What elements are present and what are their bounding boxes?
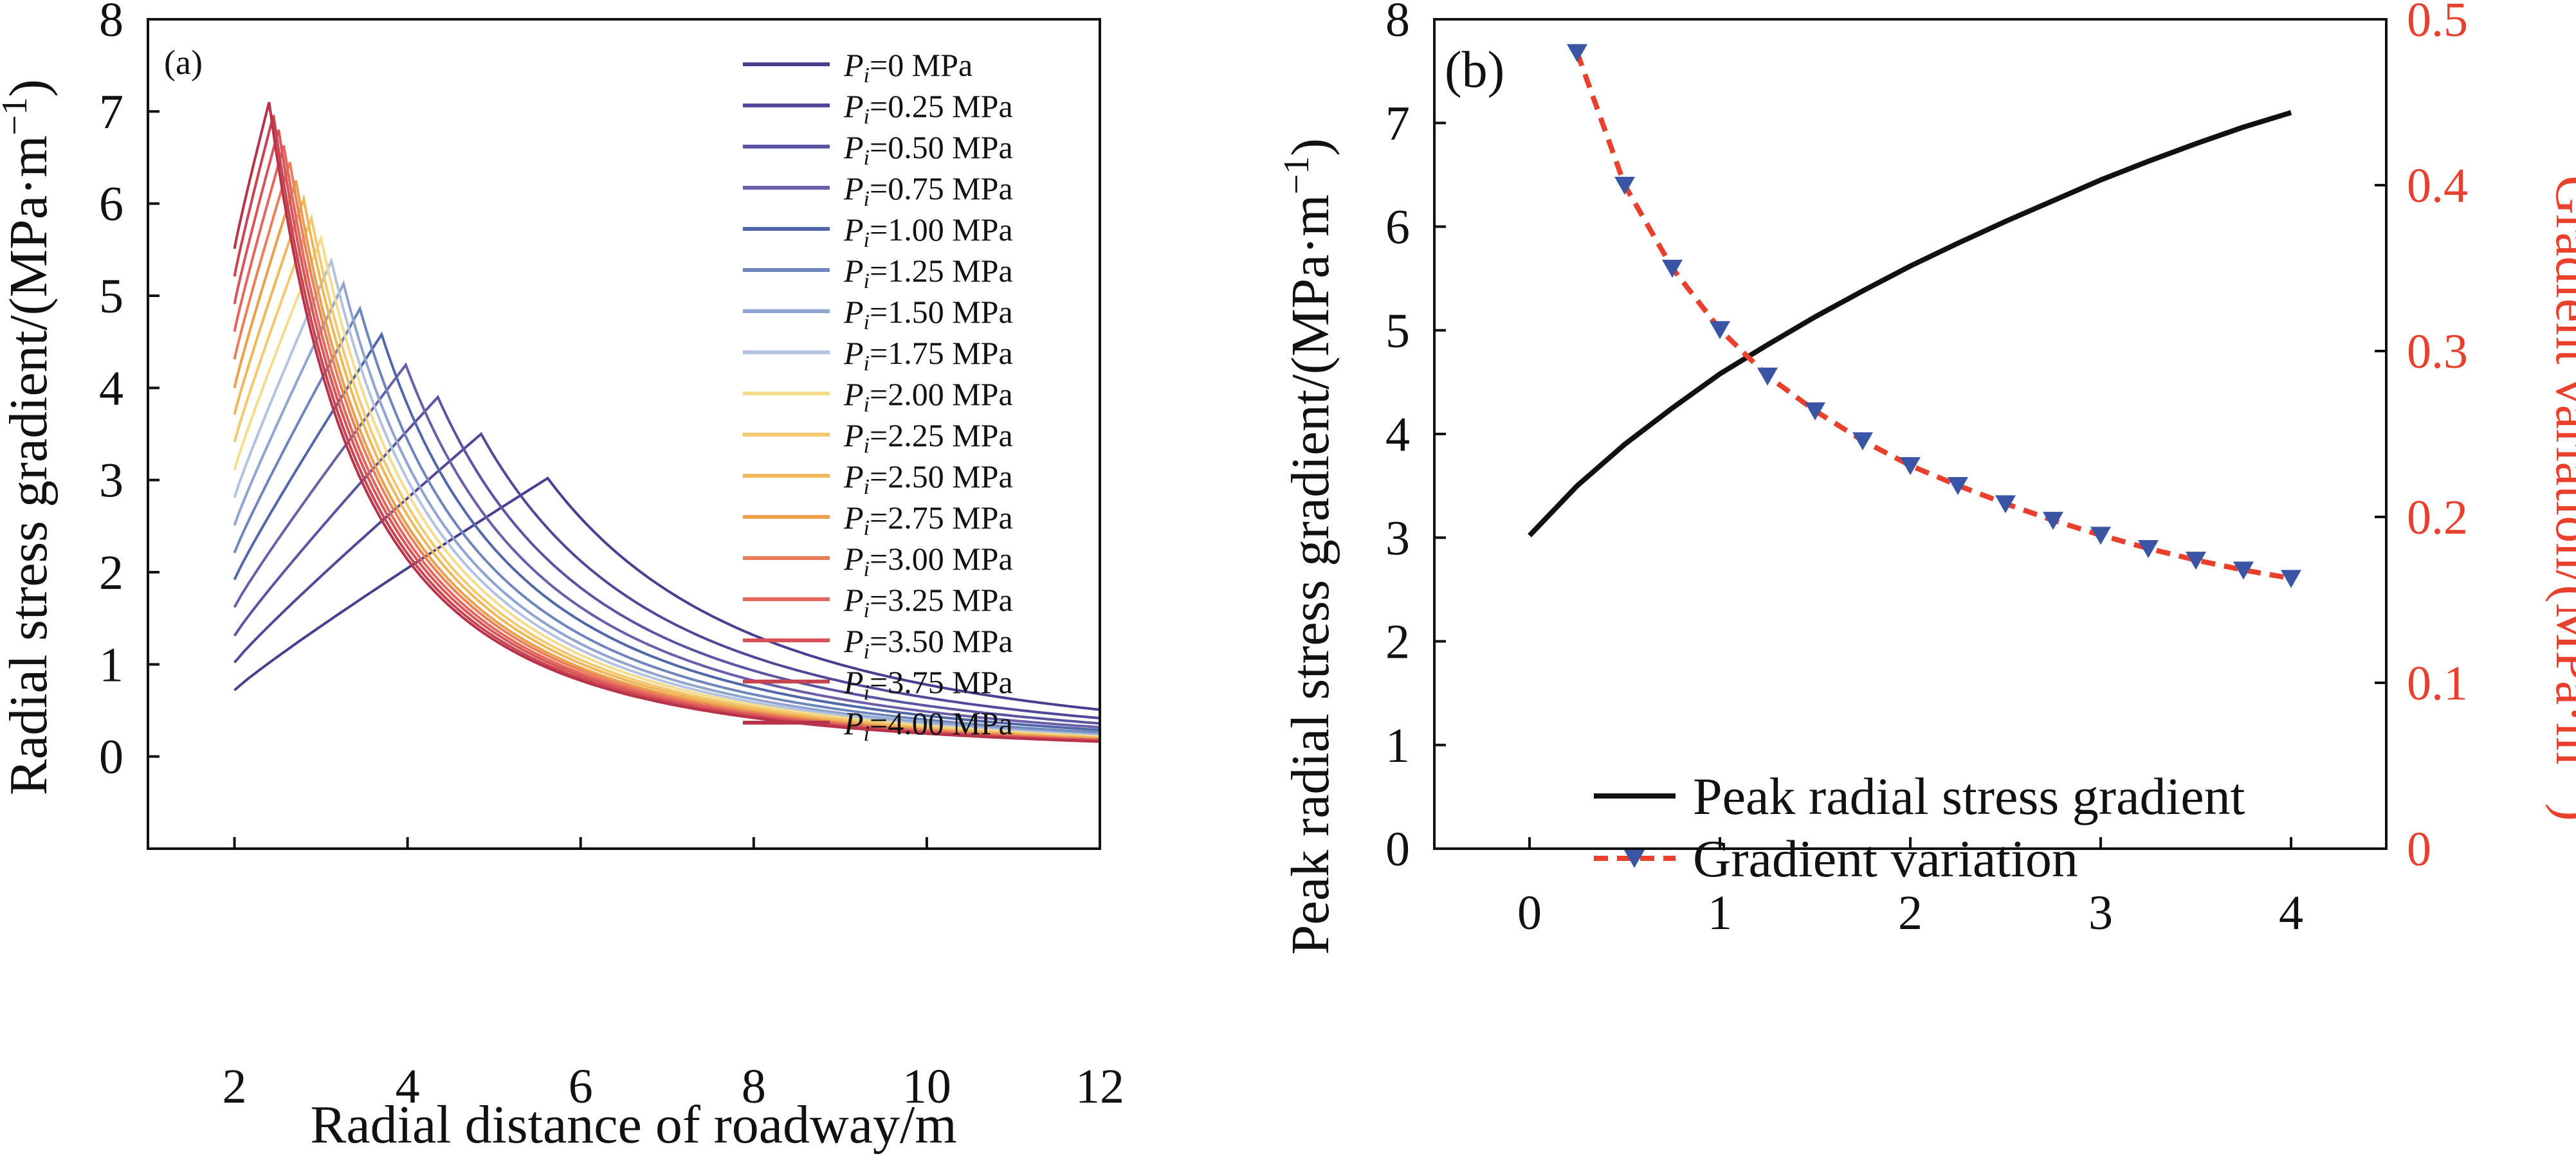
panel-b-frame — [1433, 18, 2388, 850]
panel-a-frame — [147, 18, 1101, 850]
panel-b-ticks: 0 1 2 3 4 0 1 2 3 4 5 6 7 8 0 0.1 0.2 0.3 0.4 0.5 — [1385, 0, 2468, 940]
panel-a-y-tick-label: 3 — [99, 454, 123, 508]
panel-a-legend-label: Pi=3.75 MPa — [843, 664, 1013, 705]
panel-a-legend-label: Pi=2.00 MPa — [843, 376, 1013, 417]
panel-b-left-y-tick-label: 4 — [1385, 408, 1410, 462]
gradient-variation-marker — [1614, 177, 1635, 195]
gradient-variation-marker — [2138, 540, 2159, 559]
gradient-variation-marker — [2186, 552, 2206, 570]
legend-peak-label: Peak radial stress gradient — [1693, 767, 2245, 826]
panel-b-x-tick-label: 1 — [1708, 886, 1732, 940]
panel-b-x-tick-label: 2 — [1898, 886, 1923, 940]
gradient-variation-marker — [1662, 260, 1683, 278]
panel-a-y-tick-label: 2 — [99, 546, 123, 600]
panel-b-x-tick-label: 3 — [2088, 886, 2113, 940]
panel-b-left-y-tick-label: 0 — [1385, 822, 1410, 876]
panel-a-legend-label: Pi=1.00 MPa — [843, 212, 1013, 252]
panel-a-y-tick-label: 5 — [99, 269, 123, 323]
panel-a-x-tick-label: 4 — [396, 1060, 420, 1114]
panel-a-x-tick-label: 12 — [1075, 1060, 1124, 1114]
legend-variation-marker — [1624, 850, 1645, 868]
panel-a-y-tick-label: 4 — [99, 361, 123, 415]
panel-a-x-tick-label: 10 — [902, 1060, 951, 1114]
panel-a-y-tick-label: 8 — [99, 0, 123, 47]
panel-a-x-axis-title: Radial distance of roadway/m — [310, 1095, 956, 1155]
gradient-variation-marker — [2233, 561, 2254, 580]
panel-b-x-tick-label: 0 — [1517, 886, 1542, 940]
panel-b-left-y-tick-label: 6 — [1385, 201, 1410, 255]
panel-a-legend-label: Pi=3.50 MPa — [843, 623, 1013, 664]
panel-b-left-y-axis-title: Peak radial stress gradient/(MPa·m−1) — [1277, 138, 1340, 955]
panel-a-y-tick-label: 6 — [99, 177, 123, 231]
panel-a-series-line — [233, 395, 1101, 725]
panel-a-series-line — [233, 257, 1101, 737]
panel-a-series-line — [233, 234, 1101, 738]
panel-b-left-y-tick-label: 7 — [1385, 96, 1410, 150]
panel-a-y-tick-label: 0 — [99, 730, 123, 784]
panel-a-label: (a) — [164, 43, 203, 82]
panel-a-y-tick-label: 1 — [99, 638, 123, 692]
panel-a-legend-label: Pi=1.25 MPa — [843, 253, 1013, 293]
panel-b-x-tick-label: 4 — [2279, 886, 2303, 940]
panel-a-series-line — [233, 305, 1101, 734]
panel-a-series-line — [233, 102, 1101, 743]
panel-b-label: (b) — [1445, 42, 1504, 98]
panel-b-left-y-tick-label: 3 — [1385, 511, 1410, 565]
panel-b-right-y-tick-label: 0.3 — [2407, 325, 2468, 379]
panel-b-left-y-tick-label: 1 — [1385, 719, 1410, 773]
panel-a-y-tick-label: 7 — [99, 85, 123, 139]
peak-gradient-line — [1528, 110, 2292, 537]
panel-a-legend-label: Pi=2.25 MPa — [843, 417, 1013, 458]
panel-b-right-y-axis-title: Gradient variation/(MPa·m−1) — [2544, 176, 2576, 821]
panel-a-legend-label: Pi=0 MPa — [843, 47, 973, 87]
panel-a-y-axis-title: Radial stress gradient/(MPa·m−1) — [0, 79, 59, 795]
gradient-variation-line — [1575, 51, 2292, 581]
panel-a-legend-label: Pi=2.50 MPa — [843, 458, 1013, 499]
panel-b-left-y-tick-label: 8 — [1385, 0, 1410, 47]
panel-b-right-y-tick-label: 0.2 — [2407, 491, 2468, 545]
gradient-variation-marker — [1995, 495, 2016, 514]
gradient-variation-marker — [1948, 476, 1968, 495]
panel-a-series-line — [233, 431, 1101, 719]
panel-b-right-y-tick-label: 0.4 — [2407, 159, 2468, 213]
panel-a-legend-label: Pi=3.00 MPa — [843, 541, 1013, 581]
gradient-variation-marker — [2043, 512, 2063, 530]
gradient-variation-marker — [2281, 570, 2301, 588]
panel-a-legend-label: Pi=0.50 MPa — [843, 129, 1013, 170]
panel-a-series-line — [233, 331, 1101, 732]
gradient-variation-marker — [1900, 457, 1921, 476]
panel-a-curves — [233, 102, 1101, 743]
panel-a-legend-label: Pi=2.75 MPa — [843, 500, 1013, 540]
panel-a-legend-label: Pi=0.25 MPa — [843, 88, 1013, 129]
panel-a-x-tick-label: 8 — [742, 1060, 766, 1114]
panel-a-legend-label: Pi=0.75 MPa — [843, 170, 1013, 211]
gradient-variation-marker — [1852, 432, 1873, 451]
panel-b-right-y-tick-label: 0.5 — [2407, 0, 2468, 47]
panel-a-legend-label: Pi=4.00 MPa — [843, 705, 1013, 746]
panel-b: 0 1 2 3 4 0 1 2 3 4 5 6 7 8 0 0.1 0.2 0.3 0.4 0.5 (b) Peak … — [1277, 0, 2576, 955]
panel-b-right-y-tick-label: 0 — [2407, 822, 2431, 876]
panel-a-legend-label: Pi=1.75 MPa — [843, 335, 1013, 375]
panel-a-series-line — [233, 280, 1101, 736]
panel-b-left-y-tick-label: 2 — [1385, 615, 1410, 669]
legend-variation-label: Gradient variation — [1693, 829, 2078, 888]
panel-a-x-tick-label: 6 — [569, 1060, 593, 1114]
panel-b-plot — [1528, 44, 2301, 588]
gradient-variation-marker — [1567, 44, 1587, 62]
gradient-variation-marker — [1805, 402, 1825, 420]
panel-a-x-tick-label: 2 — [223, 1060, 247, 1114]
panel-b-left-y-tick-label: 5 — [1385, 304, 1410, 358]
panel-a-legend-label: Pi=1.50 MPa — [843, 294, 1013, 334]
panel-a-series-line — [233, 362, 1101, 729]
gradient-variation-marker — [2090, 527, 2111, 545]
panel-a-legend-label: Pi=3.25 MPa — [843, 582, 1013, 622]
gradient-variation-marker — [1710, 321, 1730, 339]
gradient-variation-marker — [1757, 367, 1778, 386]
panel-b-right-y-tick-label: 0.1 — [2407, 656, 2468, 710]
